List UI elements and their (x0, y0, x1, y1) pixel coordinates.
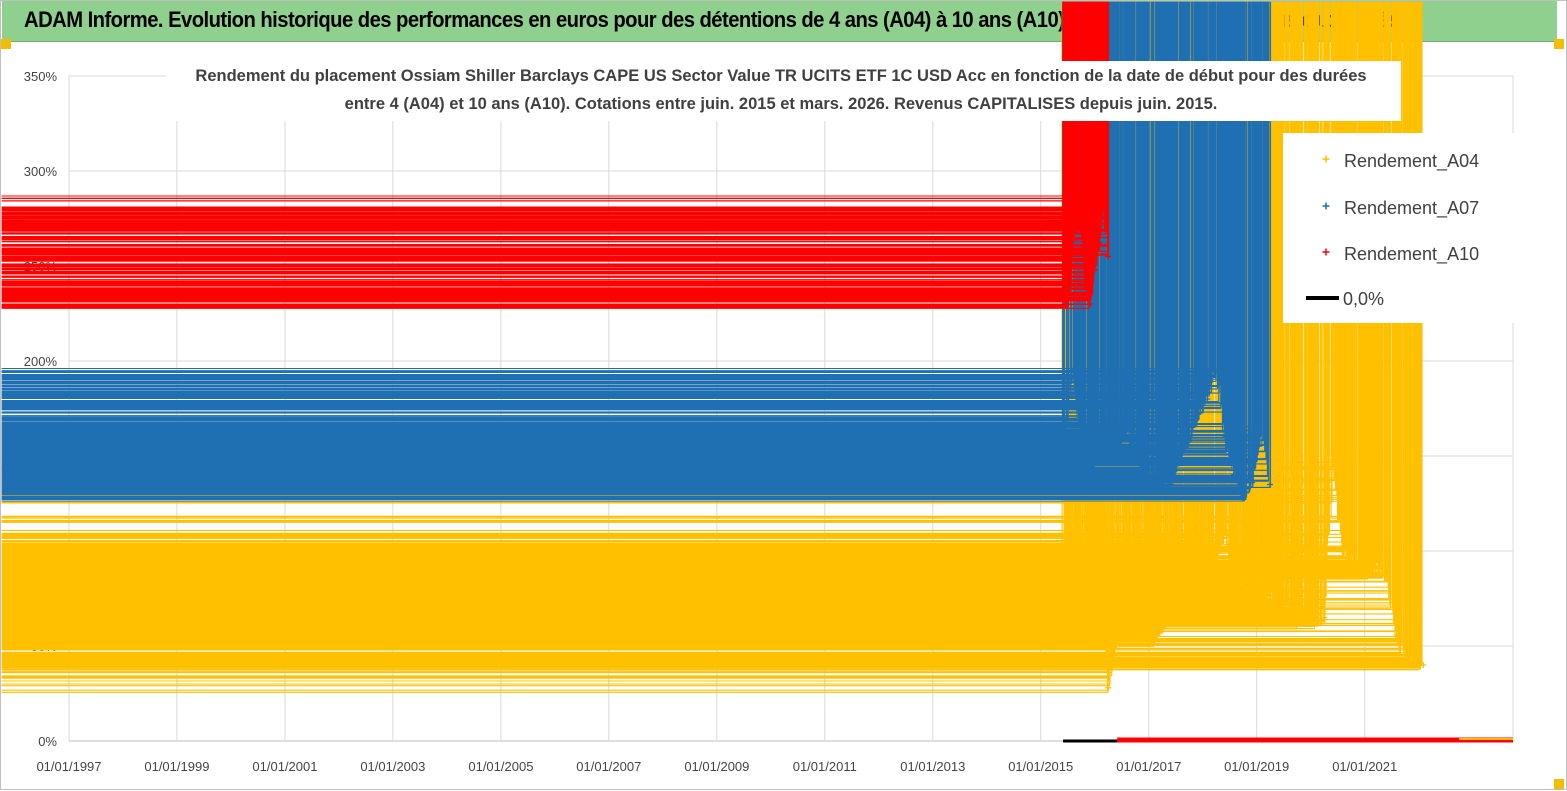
x-tick-label: 01/01/2005 (468, 759, 533, 774)
legend-swatch-plus (1322, 202, 1330, 210)
legend-label: Rendement_A04 (1344, 151, 1479, 172)
x-tick-label: 01/01/2001 (252, 759, 317, 774)
legend-label: Rendement_A10 (1344, 244, 1479, 265)
chart-title: Rendement du placement Ossiam Shiller Ba… (166, 61, 1401, 121)
x-tick-label: 01/01/2019 (1224, 759, 1289, 774)
x-tick-label: 01/01/1997 (36, 759, 101, 774)
series-Rendement_A07 (1, 1, 1273, 502)
x-tick-label: 01/01/2011 (793, 759, 857, 774)
chart-title-line-2: entre 4 (A04) et 10 ans (A10). Cotations… (345, 95, 1218, 113)
zero-band (1117, 737, 1513, 743)
y-tick-label: 300% (24, 164, 58, 179)
legend-background (1283, 133, 1515, 323)
x-tick-label: 01/01/2017 (1116, 759, 1181, 774)
y-tick-label: 350% (24, 69, 58, 84)
chart-title-line-1: Rendement du placement Ossiam Shiller Ba… (195, 67, 1366, 85)
legend-swatch-plus (1322, 155, 1330, 163)
x-tick-label: 01/01/2003 (360, 759, 425, 774)
x-tick-label: 01/01/2013 (900, 759, 965, 774)
legend-swatch-plus (1322, 248, 1330, 256)
legend: Rendement_A04 Rendement_A07 Rendement_A10 0… (1283, 133, 1515, 323)
x-tick-label: 01/01/1999 (144, 759, 209, 774)
legend-label: Rendement_A07 (1344, 198, 1479, 219)
x-tick-label: 01/01/2007 (576, 759, 641, 774)
data-point-cloud (1, 1, 1110, 309)
x-tick-label: 01/01/2021 (1332, 759, 1397, 774)
corner-handle-tl[interactable] (1, 39, 11, 49)
series-Rendement_A10 (1, 1, 1112, 309)
corner-handle-tr[interactable] (1554, 39, 1564, 49)
corner-handle-br[interactable] (1554, 779, 1564, 789)
x-tick-label: 01/01/2015 (1008, 759, 1073, 774)
data-point-cloud (1, 1, 1272, 502)
y-tick-label: 200% (24, 354, 58, 369)
data-point-cloud (1, 1, 1423, 693)
data-series (1, 1, 1513, 743)
legend-label: 0,0% (1343, 289, 1384, 309)
y-tick-label: 0% (38, 734, 57, 749)
x-tick-label: 01/01/2009 (684, 759, 749, 774)
x-axis-ticks: 01/01/1997 01/01/1999 01/01/2001 01/01/2003… (36, 759, 1397, 774)
series-Rendement_A04 (1, 1, 1427, 693)
chart-title-background (166, 61, 1401, 121)
